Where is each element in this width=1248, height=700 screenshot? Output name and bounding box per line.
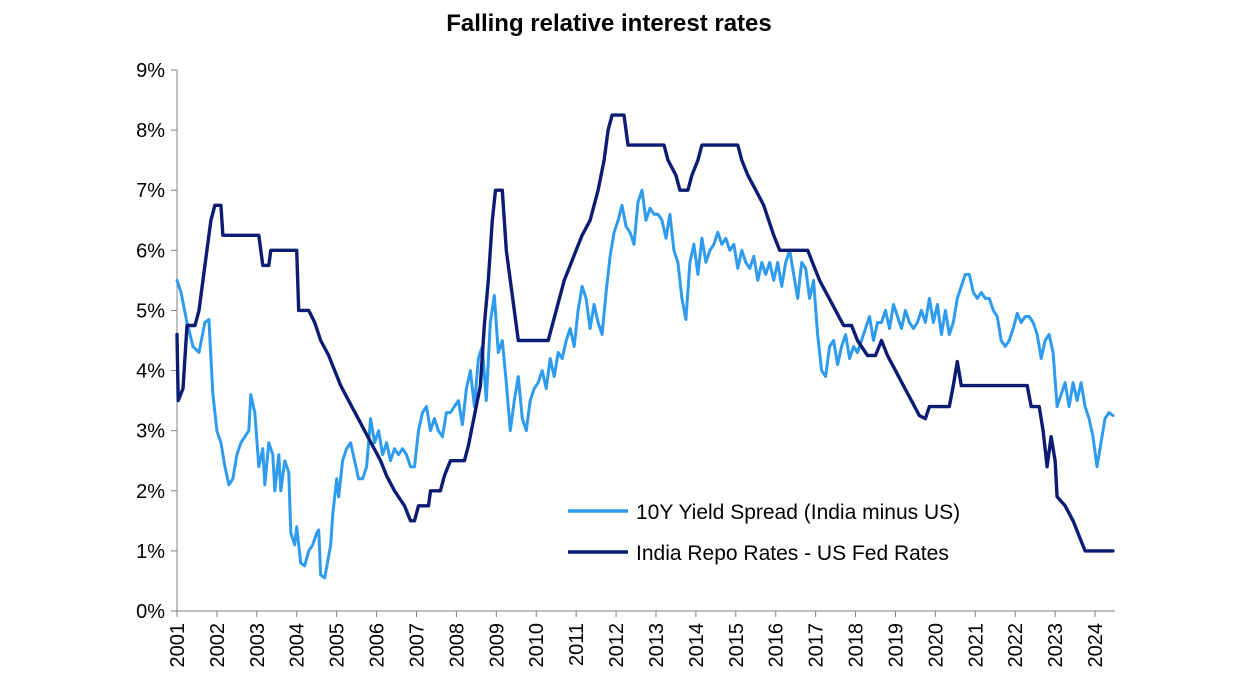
x-tick-label: 2021 bbox=[965, 623, 987, 668]
y-tick-label: 5% bbox=[136, 300, 165, 322]
series-line-yield-spread bbox=[175, 188, 1115, 580]
y-tick-label: 1% bbox=[136, 541, 165, 563]
x-tick-label: 2002 bbox=[207, 623, 229, 668]
x-tick-label: 2014 bbox=[686, 623, 708, 668]
series-lines bbox=[175, 113, 1115, 580]
legend: 10Y Yield Spread (India minus US) India R… bbox=[568, 501, 960, 565]
legend-entry-yield-spread-label: 10Y Yield Spread (India minus US) bbox=[636, 501, 960, 524]
x-tick-label: 2020 bbox=[925, 623, 947, 668]
x-tick-label: 2004 bbox=[287, 623, 309, 668]
x-tick-label: 2007 bbox=[406, 623, 428, 668]
y-tick-label: 3% bbox=[136, 421, 165, 443]
x-tick-label: 2001 bbox=[167, 623, 189, 668]
y-tick-label: 6% bbox=[136, 240, 165, 262]
y-tick-label: 8% bbox=[136, 120, 165, 142]
x-tick-label: 2011 bbox=[566, 623, 588, 666]
x-tick-label: 2015 bbox=[726, 623, 748, 668]
x-tick-label: 2006 bbox=[367, 623, 389, 668]
x-tick-label: 2012 bbox=[606, 623, 628, 668]
x-tick-label: 2018 bbox=[846, 623, 868, 668]
x-tick-label: 2008 bbox=[446, 623, 468, 668]
chart-title: Falling relative interest rates bbox=[446, 10, 772, 37]
series-line-repo-rate-diff bbox=[175, 113, 1115, 553]
y-tick-label: 2% bbox=[136, 481, 165, 503]
x-tick-label: 2023 bbox=[1045, 623, 1067, 668]
legend-entry-repo-rate-diff-label: India Repo Rates - US Fed Rates bbox=[636, 542, 949, 565]
y-tick-label: 9% bbox=[136, 60, 165, 82]
x-tick-label: 2003 bbox=[247, 623, 269, 668]
y-tick-label: 0% bbox=[136, 601, 165, 623]
x-tick-label: 2016 bbox=[766, 623, 788, 668]
x-tick-label: 2019 bbox=[885, 623, 907, 668]
x-tick-label: 2005 bbox=[327, 623, 349, 668]
y-tick-label: 4% bbox=[136, 361, 165, 383]
x-tick-label: 2010 bbox=[526, 623, 548, 668]
x-tick-label: 2013 bbox=[646, 623, 668, 668]
x-tick-label: 2017 bbox=[806, 623, 828, 668]
x-tick-label: 2009 bbox=[486, 623, 508, 668]
y-tick-label: 7% bbox=[136, 180, 165, 202]
axes: 0% 1% 2% 3% 4% 5% 6% 7% 8% 9% 2001 2002 2003 2004 2005… bbox=[136, 60, 1115, 668]
x-tick-label: 2024 bbox=[1085, 623, 1107, 668]
x-tick-label: 2022 bbox=[1005, 623, 1027, 668]
